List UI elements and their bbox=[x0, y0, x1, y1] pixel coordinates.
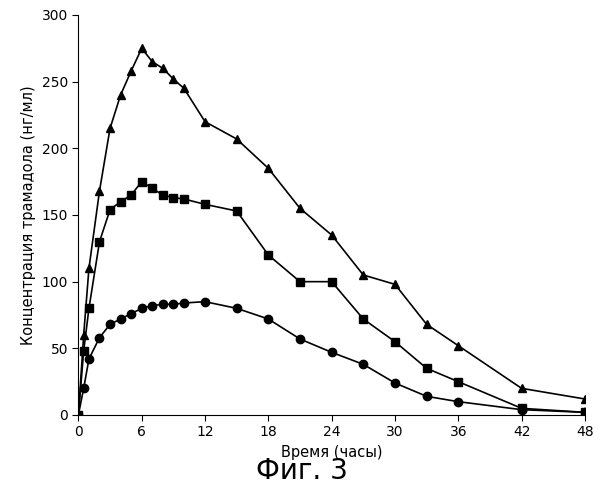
X-axis label: Время (часы): Время (часы) bbox=[281, 445, 382, 460]
Text: Фиг. 3: Фиг. 3 bbox=[256, 457, 347, 485]
Y-axis label: Концентрация трамадола (нг/мл): Концентрация трамадола (нг/мл) bbox=[21, 85, 36, 345]
